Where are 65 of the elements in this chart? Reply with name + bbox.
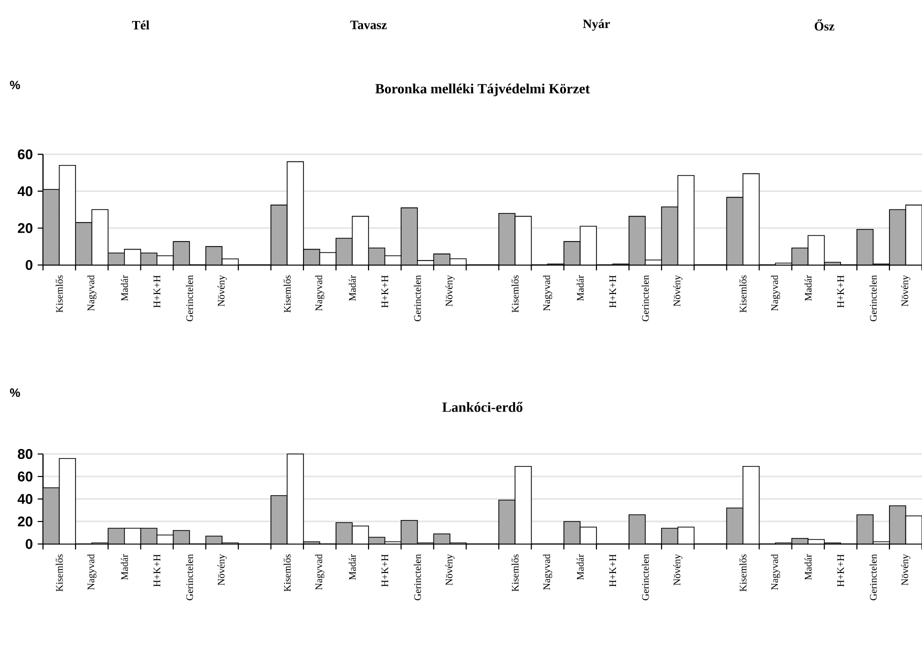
y-axis-title: % (10, 80, 20, 90)
x-tick-label: Madár (804, 275, 812, 301)
x-tick-label: Növény (901, 554, 910, 586)
y-tick-label: 40 (18, 186, 32, 196)
x-tick-label: H+K+H (609, 275, 616, 308)
x-tick-label: Növény (901, 275, 910, 306)
x-tick-label: Nagyvad (770, 275, 780, 311)
x-tick-label: Nagyvad (543, 275, 552, 311)
y-tick-label: 20 (18, 223, 32, 234)
x-tick-label: Gerinctelen (870, 275, 877, 322)
x-tick-label: Kisemlős (512, 554, 519, 592)
x-tick-label: Növény (445, 275, 454, 306)
text: Nyár (582, 19, 610, 31)
x-tick-label: Madár (348, 275, 356, 301)
text: Tavasz (350, 20, 387, 30)
x-tick-label: Kisemlős (56, 275, 63, 313)
x-tick-label: Nagyvad (315, 554, 324, 590)
text: Tél (132, 20, 150, 30)
x-tick-label: Madár (576, 275, 584, 301)
y-tick-label: 60 (18, 472, 32, 482)
x-tick-label: Gerinctelen (414, 275, 421, 322)
x-tick-label: Madár (804, 554, 812, 580)
y-tick-label: 0 (26, 539, 32, 549)
x-tick-label: Kisemlős (284, 554, 291, 592)
chart-title: Boronka melléki Tájvédelmi Körzet (375, 84, 590, 96)
x-tick-label: Nagyvad (87, 275, 96, 311)
chart-title: Lankóci-erdő (442, 402, 523, 412)
x-tick-label: H+K+H (154, 554, 160, 587)
y-axis-title: % (10, 388, 20, 397)
x-tick-label: Növény (673, 275, 682, 306)
x-tick-label: Nagyvad (543, 554, 552, 590)
x-tick-label: Kisemlős (284, 275, 291, 313)
x-tick-label: Madár (120, 275, 128, 301)
x-tick-label: Gerinctelen (414, 554, 421, 600)
y-tick-label: 20 (18, 516, 32, 526)
x-tick-label: Kisemlős (739, 554, 746, 592)
x-tick-label: H+K+H (837, 554, 844, 587)
x-tick-label: Gerinctelen (642, 275, 649, 322)
x-tick-label: Nagyvad (315, 275, 324, 311)
x-tick-label: Madár (120, 554, 128, 580)
x-tick-label: Gerinctelen (642, 554, 649, 600)
x-tick-label: Madár (576, 554, 584, 580)
x-tick-label: Növény (445, 554, 454, 586)
x-tick-label: Gerinctelen (186, 554, 194, 600)
x-tick-label: Kisemlős (512, 275, 519, 313)
x-tick-label: H+K+H (154, 275, 160, 308)
x-tick-label: Növény (218, 275, 227, 306)
x-tick-label: Nagyvad (770, 554, 780, 590)
y-tick-label: 40 (18, 494, 32, 504)
y-tick-label: 80 (18, 449, 32, 459)
x-tick-label: Gerinctelen (870, 554, 877, 600)
x-tick-label: H+K+H (609, 554, 616, 587)
x-tick-label: Madár (348, 554, 356, 580)
x-tick-label: Kisemlős (56, 554, 63, 592)
x-tick-label: H+K+H (382, 275, 388, 308)
y-tick-label: 60 (18, 149, 32, 160)
x-tick-label: Kisemlős (739, 275, 746, 313)
x-tick-label: Nagyvad (87, 554, 96, 590)
x-tick-label: Növény (673, 554, 682, 586)
x-tick-label: Növény (218, 554, 227, 586)
y-tick-label: 0 (26, 260, 32, 270)
text: Ősz (814, 19, 834, 31)
x-tick-label: H+K+H (382, 554, 388, 587)
x-tick-label: H+K+H (837, 275, 844, 308)
x-tick-label: Gerinctelen (186, 275, 194, 322)
